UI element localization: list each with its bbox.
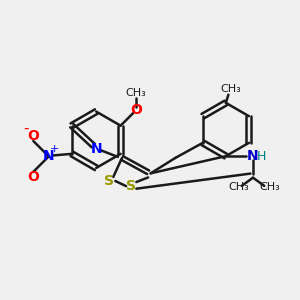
Text: S: S bbox=[104, 174, 114, 188]
Text: CH₃: CH₃ bbox=[259, 182, 280, 192]
Text: O: O bbox=[130, 103, 142, 117]
Text: N: N bbox=[91, 142, 102, 156]
Text: S: S bbox=[126, 179, 136, 193]
Text: N: N bbox=[43, 149, 55, 164]
Text: CH₃: CH₃ bbox=[228, 182, 249, 192]
Text: +: + bbox=[50, 144, 60, 154]
Text: N: N bbox=[247, 149, 259, 163]
Text: O: O bbox=[27, 170, 39, 184]
Text: CH₃: CH₃ bbox=[220, 84, 241, 94]
Text: -: - bbox=[23, 121, 29, 136]
Text: O: O bbox=[27, 129, 39, 143]
Text: H: H bbox=[257, 150, 266, 163]
Text: CH₃: CH₃ bbox=[126, 88, 146, 98]
